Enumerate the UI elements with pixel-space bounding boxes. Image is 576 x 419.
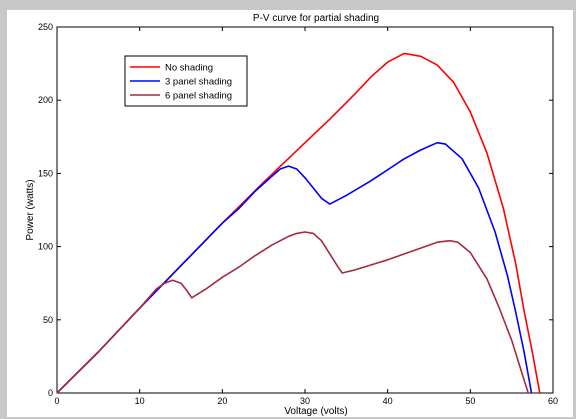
x-tick-label: 60 bbox=[548, 396, 558, 406]
x-tick-label: 50 bbox=[465, 396, 475, 406]
x-tick-label: 10 bbox=[135, 396, 145, 406]
x-axis-label: Voltage (volts) bbox=[284, 406, 347, 417]
y-tick-label: 150 bbox=[38, 168, 53, 178]
y-axis-label: Power (watts) bbox=[25, 179, 36, 240]
y-tick-label: 0 bbox=[48, 388, 53, 398]
y-tick-label: 100 bbox=[38, 242, 53, 252]
y-tick-label: 200 bbox=[38, 95, 53, 105]
x-tick-label: 40 bbox=[383, 396, 393, 406]
x-tick-label: 30 bbox=[300, 396, 310, 406]
chart-title: P-V curve for partial shading bbox=[253, 13, 379, 24]
x-tick-label: 20 bbox=[217, 396, 227, 406]
x-tick-label: 0 bbox=[54, 396, 59, 406]
legend-label-2: 3 panel shading bbox=[165, 77, 232, 88]
y-tick-label: 50 bbox=[43, 315, 53, 325]
y-tick-label: 250 bbox=[38, 22, 53, 32]
axis-ticks: 0 10 20 30 40 50 60 0 50 100 150 200 250 bbox=[38, 22, 558, 406]
series-line-2 bbox=[56, 141, 533, 394]
legend: No shading 3 panel shading 6 panel shading bbox=[124, 55, 248, 107]
series-lines bbox=[56, 52, 541, 394]
series-line-3 bbox=[56, 231, 529, 394]
legend-label-1: No shading bbox=[165, 63, 213, 74]
legend-label-3: 6 panel shading bbox=[165, 91, 232, 102]
